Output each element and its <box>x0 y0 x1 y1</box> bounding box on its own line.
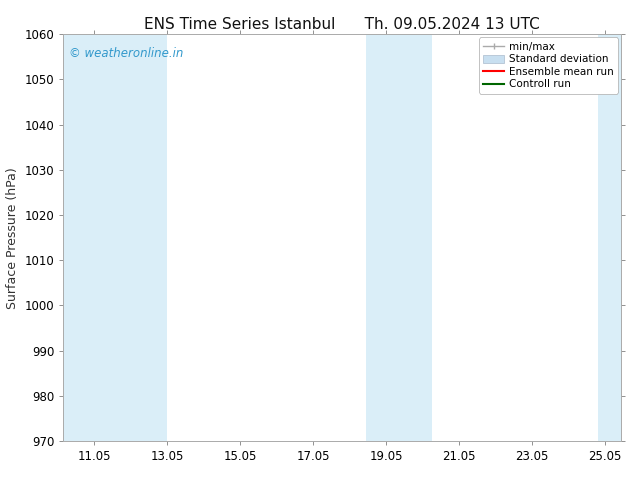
Legend: min/max, Standard deviation, Ensemble mean run, Controll run: min/max, Standard deviation, Ensemble me… <box>479 37 618 94</box>
Y-axis label: Surface Pressure (hPa): Surface Pressure (hPa) <box>6 167 19 309</box>
Title: ENS Time Series Istanbul      Th. 09.05.2024 13 UTC: ENS Time Series Istanbul Th. 09.05.2024 … <box>145 17 540 32</box>
Bar <box>63 34 167 441</box>
Text: © weatheronline.in: © weatheronline.in <box>69 47 183 59</box>
Bar <box>366 34 432 441</box>
Bar <box>598 34 621 441</box>
